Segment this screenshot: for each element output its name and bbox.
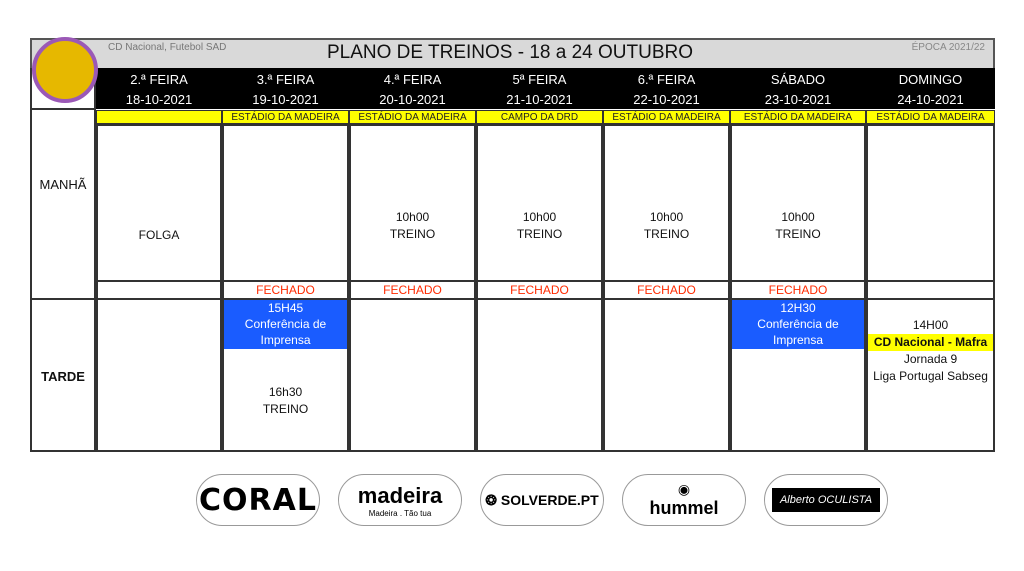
match-league: Liga Portugal Sabseg bbox=[873, 369, 988, 383]
status-cell bbox=[96, 280, 222, 300]
match-fixture: CD Nacional - Mafra bbox=[868, 334, 993, 351]
afternoon-cell bbox=[866, 298, 995, 452]
status-cell bbox=[866, 280, 995, 300]
closed-status: FECHADO bbox=[637, 283, 696, 297]
morning-cell bbox=[730, 124, 866, 282]
club-logo bbox=[32, 37, 98, 103]
afternoon-cell bbox=[96, 298, 222, 452]
morning-entry: TREINO bbox=[516, 227, 563, 241]
sponsor-coral: CORAL bbox=[196, 474, 320, 526]
afternoon-label: TARDE bbox=[41, 369, 85, 384]
sponsor-hummel: ◉ hummel bbox=[622, 474, 746, 526]
morning-entry: TREINO bbox=[643, 227, 690, 241]
season-label: ÉPOCA 2021/22 bbox=[911, 42, 985, 53]
press-conference-block: 12H30 Conferência de Imprensa bbox=[732, 300, 864, 349]
day-name: SÁBADO bbox=[770, 72, 826, 87]
morning-cell bbox=[96, 124, 222, 282]
sponsor-alberto: Alberto OCULISTA bbox=[764, 474, 888, 526]
day-name: 5ª FEIRA bbox=[512, 72, 567, 87]
morning-label: MANHÃ bbox=[39, 177, 87, 192]
closed-status: FECHADO bbox=[256, 283, 315, 297]
morning-cell bbox=[866, 124, 995, 282]
sponsor-madeira: madeira Madeira . Tão tua bbox=[338, 474, 462, 526]
bee-icon: ◉ bbox=[677, 481, 691, 497]
club-name: CD Nacional, Futebol SAD bbox=[108, 42, 227, 53]
afternoon-entry: 16h30 bbox=[268, 385, 303, 399]
day-name: DOMINGO bbox=[898, 72, 963, 87]
closed-status: FECHADO bbox=[768, 283, 828, 297]
press-line: Imprensa bbox=[772, 333, 824, 347]
press-conference-block: 15H45 Conferência de Imprensa bbox=[224, 300, 347, 349]
afternoon-cell bbox=[603, 298, 730, 452]
day-date: 23-10-2021 bbox=[764, 92, 832, 107]
title-bar bbox=[30, 38, 995, 68]
press-line: Conferência de bbox=[757, 317, 839, 331]
morning-entry: TREINO bbox=[775, 227, 821, 241]
sponsor-solverde: ❂ SOLVERDE.PT bbox=[480, 474, 604, 526]
day-date: 19-10-2021 bbox=[252, 92, 319, 107]
venue-label bbox=[96, 110, 222, 124]
venue-label: CAMPO DA DRD bbox=[476, 110, 603, 124]
page-title: PLANO DE TREINOS - 18 a 24 OUTUBRO bbox=[326, 42, 694, 63]
match-time: 14H00 bbox=[912, 318, 949, 332]
morning-entry: 10h00 bbox=[781, 210, 815, 224]
morning-entry: TREINO bbox=[389, 227, 436, 241]
morning-entry: 10h00 bbox=[395, 210, 430, 224]
day-name: 6.ª FEIRA bbox=[637, 72, 696, 87]
venue-label: ESTÁDIO DA MADEIRA bbox=[730, 110, 866, 124]
day-name: 2.ª FEIRA bbox=[130, 72, 188, 87]
day-date: 18-10-2021 bbox=[125, 92, 193, 107]
afternoon-label-cell bbox=[30, 298, 96, 452]
morning-cell bbox=[349, 124, 476, 282]
press-line: 15H45 bbox=[267, 301, 304, 315]
morning-cell bbox=[603, 124, 730, 282]
afternoon-entry: TREINO bbox=[262, 402, 309, 416]
day-date: 20-10-2021 bbox=[379, 92, 446, 107]
venue-label: ESTÁDIO DA MADEIRA bbox=[349, 110, 476, 124]
afternoon-cell bbox=[349, 298, 476, 452]
day-name: 3.ª FEIRA bbox=[256, 72, 315, 87]
morning-entry: FOLGA bbox=[138, 228, 180, 242]
day-header-bar bbox=[96, 68, 995, 109]
press-line: Imprensa bbox=[260, 333, 311, 347]
morning-label-cell bbox=[30, 108, 96, 300]
venue-label: ESTÁDIO DA MADEIRA bbox=[866, 110, 995, 124]
press-line: 12H30 bbox=[780, 301, 816, 315]
day-name: 4.ª FEIRA bbox=[383, 72, 442, 87]
morning-entry: 10h00 bbox=[649, 210, 684, 224]
morning-entry: 10h00 bbox=[522, 210, 557, 224]
morning-cell bbox=[222, 124, 349, 282]
day-date: 24-10-2021 bbox=[897, 92, 964, 107]
closed-status: FECHADO bbox=[383, 283, 442, 297]
closed-status: FECHADO bbox=[510, 283, 569, 297]
afternoon-cell bbox=[476, 298, 603, 452]
morning-cell bbox=[476, 124, 603, 282]
day-date: 21-10-2021 bbox=[506, 92, 573, 107]
press-line: Conferência de bbox=[244, 317, 327, 331]
match-round: Jornada 9 bbox=[903, 352, 958, 366]
venue-label: ESTÁDIO DA MADEIRA bbox=[603, 110, 730, 124]
venue-label: ESTÁDIO DA MADEIRA bbox=[222, 110, 349, 124]
day-date: 22-10-2021 bbox=[633, 92, 700, 107]
